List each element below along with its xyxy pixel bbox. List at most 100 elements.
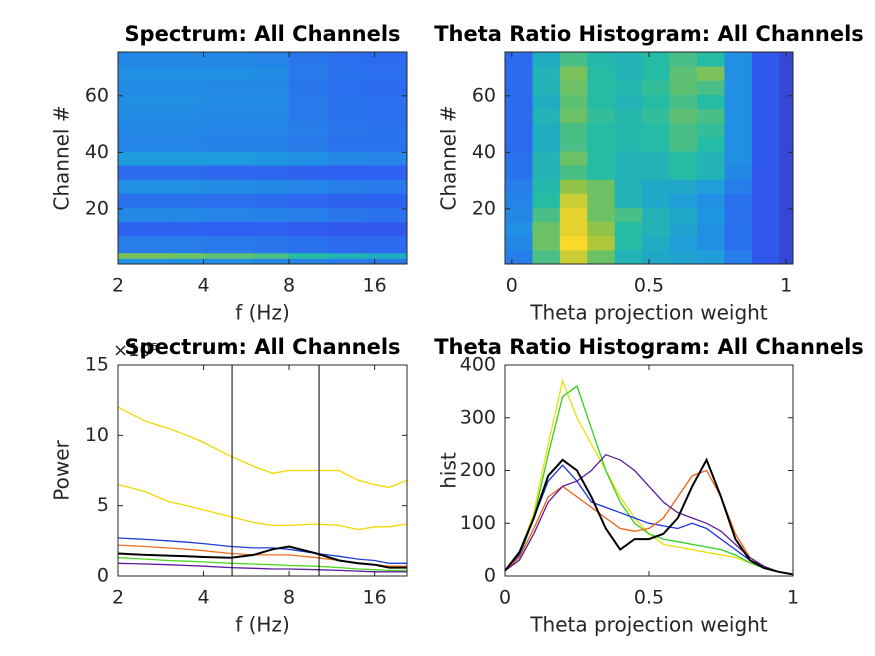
heatmap-cell [203, 252, 255, 259]
heatmap-cell [203, 122, 255, 138]
heatmap-cell [559, 150, 588, 166]
heatmap-cell [118, 221, 169, 237]
heatmap-cell [366, 80, 407, 95]
heatmap-cell [505, 235, 533, 251]
x-tick-label: 0 [499, 587, 511, 609]
heatmap-cell [779, 249, 793, 264]
heatmap-cell [505, 136, 533, 152]
heatmap-cell [289, 136, 329, 152]
heatmap-cell [253, 207, 290, 223]
heatmap-cell [532, 193, 561, 208]
heatmap-cell [366, 252, 407, 259]
heatmap-cell [779, 80, 793, 95]
heatmap-cell [587, 136, 616, 152]
x-tick-label: 1 [787, 587, 799, 609]
heatmap-cell [751, 179, 780, 194]
subplot: 0 0.5 1 0 100 200 300 400 Theta projection weigh… [434, 335, 864, 637]
heatmap-cell [751, 52, 780, 67]
heatmap-cell [289, 221, 329, 237]
heatmap-cell [587, 80, 616, 95]
heatmap-cell [559, 235, 588, 251]
heatmap-cell [779, 150, 793, 166]
heatmap-cell [751, 122, 780, 138]
heatmap-cell [559, 108, 588, 124]
heatmap-cell [724, 150, 753, 166]
heatmap-cell [118, 150, 169, 166]
heatmap-cell [328, 52, 368, 67]
heatmap-cell [505, 179, 533, 194]
heatmap-cell [118, 66, 169, 81]
heatmap-cell [751, 221, 780, 237]
heatmap-cell [669, 249, 698, 264]
heatmap-cell [642, 221, 671, 237]
heatmap-cell [724, 108, 753, 124]
heatmap-cell [203, 258, 255, 264]
heatmap-cell [642, 94, 671, 110]
heatmap-cell [328, 221, 368, 237]
heatmap-cell [203, 207, 255, 223]
y-tick-label: 0 [97, 565, 109, 587]
heatmap-cell [751, 108, 780, 124]
heatmap-cell [505, 193, 533, 208]
heatmap-cell [587, 108, 616, 124]
heatmap-cell [779, 66, 793, 81]
heatmap-cell [587, 179, 616, 194]
y-exponent-label: ×10⁵ [113, 340, 158, 361]
heatmap-cell [751, 80, 780, 95]
heatmap-cell [779, 122, 793, 138]
y-tick-label: 400 [460, 354, 496, 376]
heatmap-cell [366, 94, 407, 110]
x-axis-label: f (Hz) [235, 301, 290, 325]
plot-area [505, 365, 793, 576]
x-tick-label: 16 [363, 275, 387, 297]
heatmap-cell [168, 94, 205, 110]
heatmap-cell [669, 165, 698, 180]
heatmap-cell [587, 235, 616, 251]
heatmap-cell [532, 165, 561, 180]
heatmap-cell [505, 80, 533, 95]
heatmap-cell [559, 66, 588, 81]
x-tick-label: 8 [283, 275, 295, 297]
heatmap-cell [669, 66, 698, 81]
heatmap-cell [505, 207, 533, 223]
heatmap-cell [253, 179, 290, 194]
series-line [118, 545, 407, 569]
heatmap-cell [779, 207, 793, 223]
heatmap-cell [697, 122, 725, 138]
y-axis-label: hist [437, 452, 461, 489]
heatmap-cell [366, 122, 407, 138]
heatmap-cell [328, 193, 368, 208]
heatmap-cell [289, 108, 329, 124]
heatmap-cell [253, 52, 290, 67]
heatmap-cell [168, 108, 205, 124]
heatmap-cell [669, 235, 698, 251]
heatmap-cell [168, 52, 205, 67]
heatmap-cell [559, 165, 588, 180]
heatmap-cell [328, 122, 368, 138]
heatmap-cell [253, 258, 290, 264]
heatmap-cell [253, 150, 290, 166]
heatmap-cell [697, 66, 725, 81]
x-tick-label: 16 [363, 587, 387, 609]
heatmap-cell [168, 165, 205, 180]
heatmap-cell [289, 52, 329, 67]
heatmap-cell [328, 80, 368, 95]
heatmap-cell [289, 66, 329, 81]
heatmap-cell [118, 207, 169, 223]
heatmap-cell [253, 108, 290, 124]
heatmap-cell [366, 235, 407, 254]
heatmap-cell [697, 80, 725, 95]
y-tick-label: 10 [85, 424, 109, 446]
heatmap-cell [779, 52, 793, 67]
y-axis-label: Channel # [50, 105, 74, 210]
heatmap-cell [203, 179, 255, 194]
series-line [118, 557, 407, 572]
heatmap-cell [328, 94, 368, 110]
heatmap-cell [669, 108, 698, 124]
axes-box [117, 51, 408, 265]
heatmap-cell [203, 80, 255, 95]
heatmap-cell [118, 108, 169, 124]
heatmap-cell [751, 66, 780, 81]
